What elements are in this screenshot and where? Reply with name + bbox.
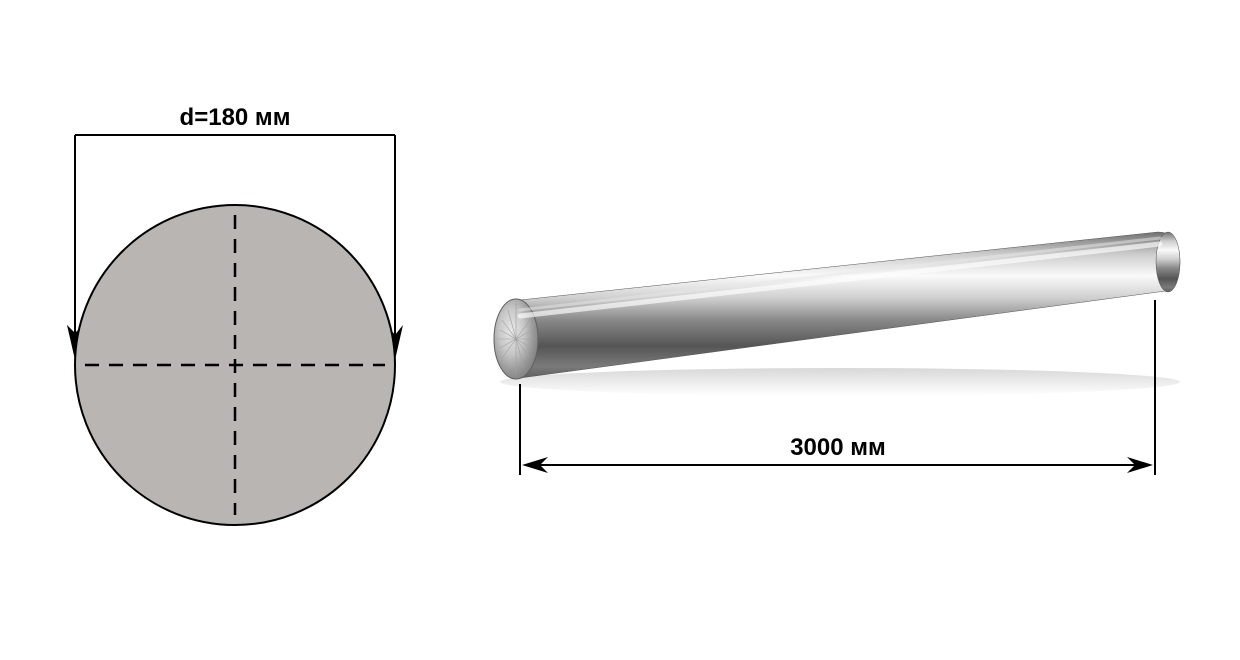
- diagram-svg: d=180 мм: [0, 0, 1240, 660]
- rod-perspective-view: 3000 мм: [494, 232, 1180, 475]
- circle-cross-section: d=180 мм: [67, 104, 403, 525]
- rod-far-cap: [1156, 232, 1180, 292]
- diameter-label: d=180 мм: [180, 104, 291, 131]
- length-label: 3000 мм: [790, 434, 886, 461]
- rod-ground-shadow: [500, 368, 1180, 396]
- diagram-container: d=180 мм: [0, 0, 1240, 660]
